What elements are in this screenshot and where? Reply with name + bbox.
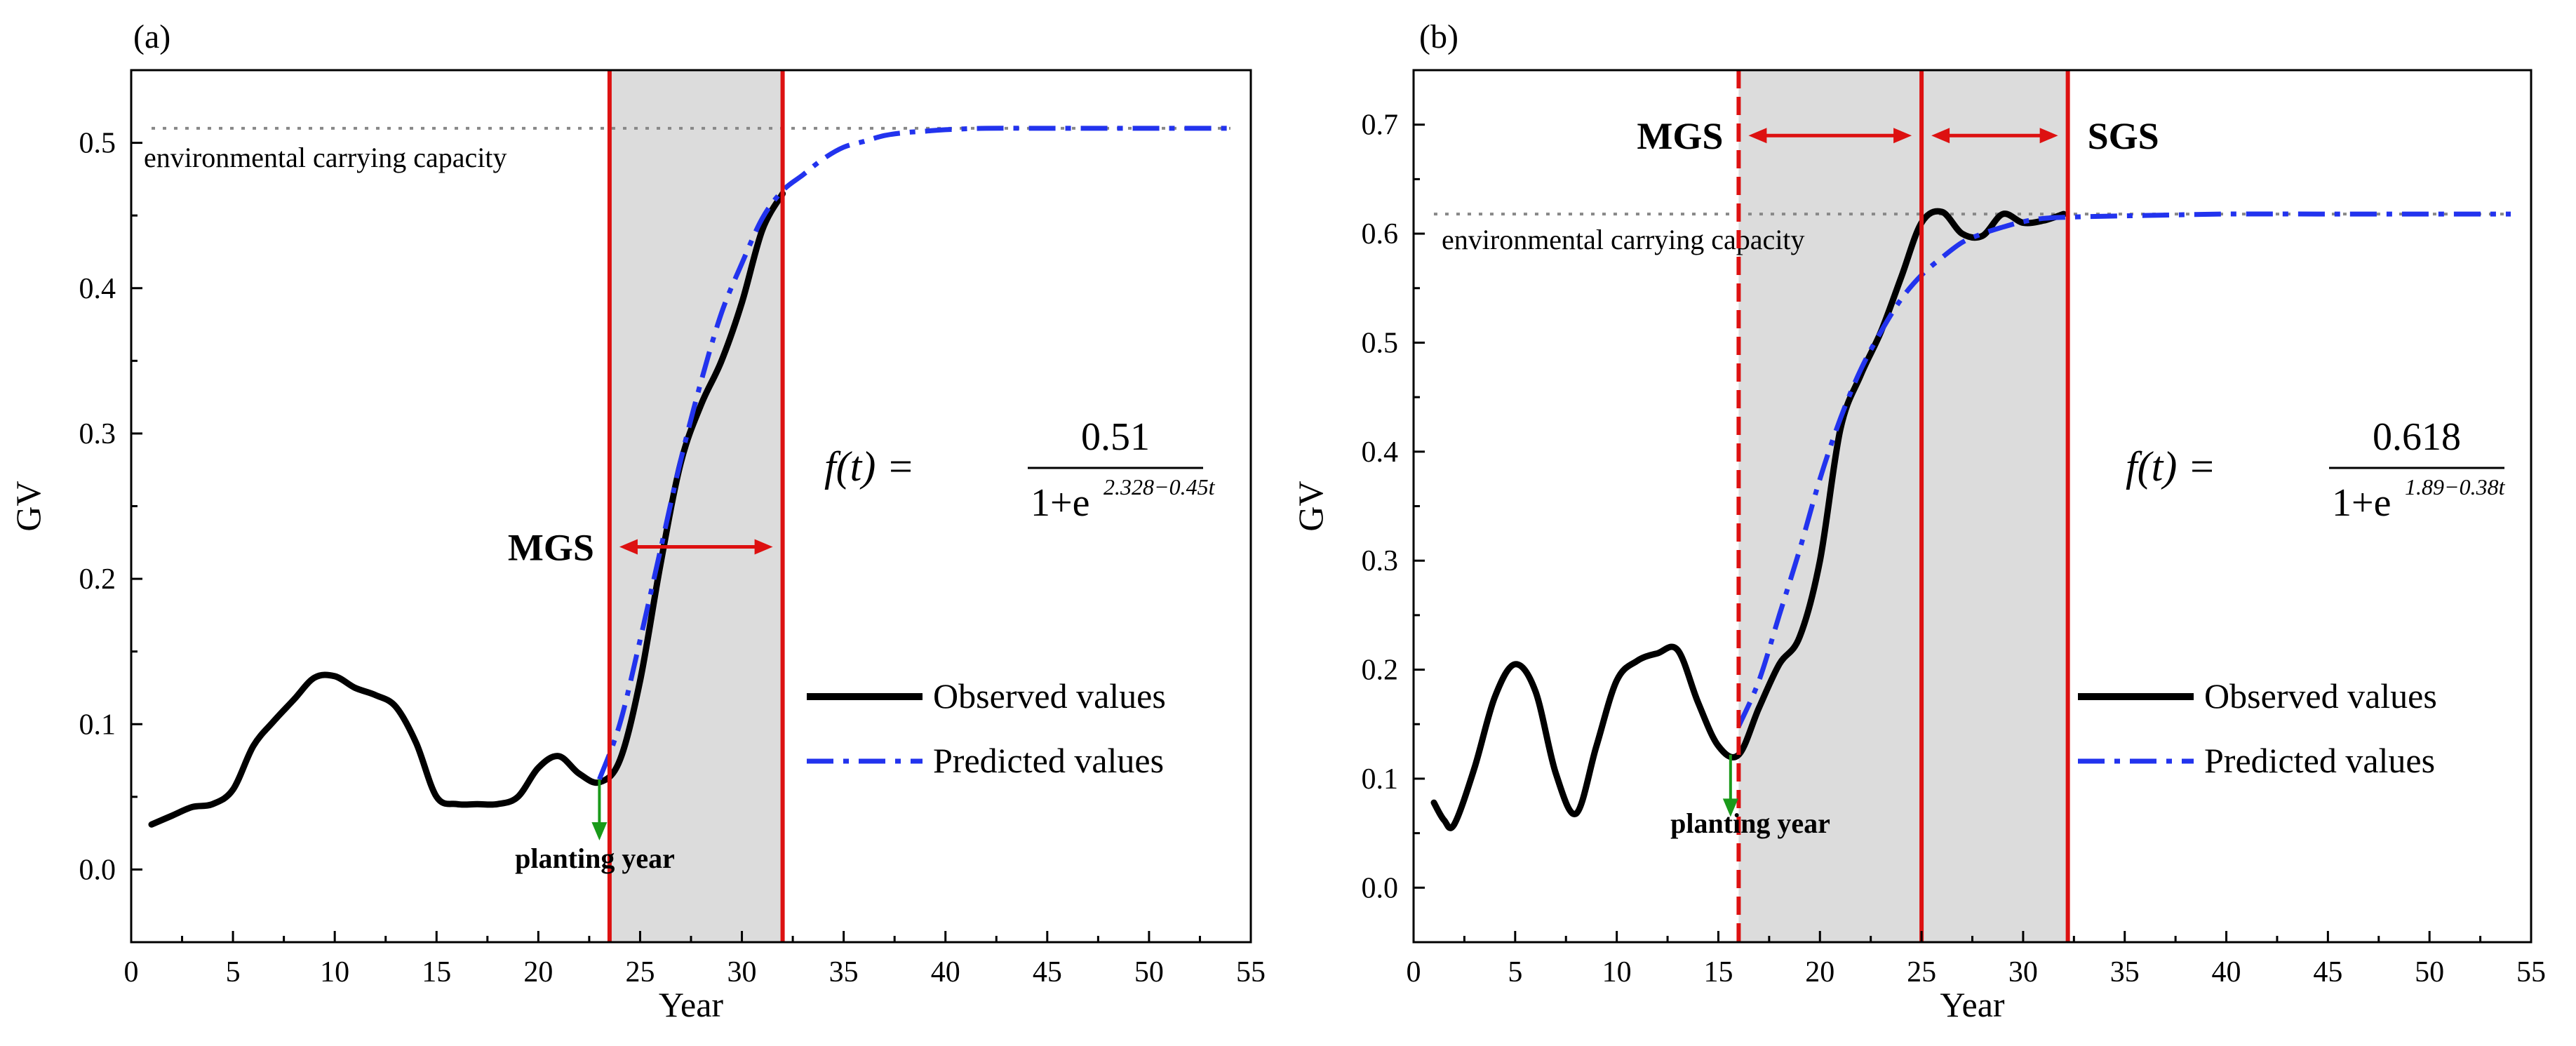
legend: Observed values Predicted values (807, 676, 1166, 780)
formula-denominator: 1+e (2332, 481, 2391, 525)
formula-exponent: 2.328−0.45t (1103, 474, 1216, 499)
stage-label-mgs: MGS (508, 527, 594, 569)
x-tick-label: 50 (1134, 956, 1164, 988)
y-tick-label: 0.3 (79, 418, 116, 450)
x-tick-label: 40 (2212, 956, 2241, 988)
x-tick-label: 30 (727, 956, 757, 988)
y-tick-label: 0.2 (1362, 655, 1399, 687)
y-tick-label: 0.1 (1362, 763, 1399, 796)
planting-arrow-head (1722, 798, 1738, 817)
x-axis-label: Year (659, 985, 723, 1024)
x-tick-label: 55 (2516, 956, 2546, 988)
x-tick-label: 10 (1602, 956, 1632, 988)
chart-panel-b: environmental carrying capacity MGS SGS pla… (1291, 18, 2546, 1024)
chart-panel-a: environmental carrying capacity MGS planti… (8, 18, 1266, 1024)
x-tick-label: 35 (829, 956, 859, 988)
capacity-label: environmental carrying capacity (1442, 224, 1805, 255)
formula-exponent: 1.89−0.38t (2405, 474, 2506, 499)
y-axis-label: GV (1291, 481, 1330, 531)
y-tick-label: 0.5 (79, 128, 116, 160)
x-axis-label: Year (1940, 985, 2004, 1024)
stage-arrow-head-left (619, 539, 638, 555)
y-tick-label: 0.0 (1362, 872, 1399, 904)
stage-arrow-head-left (1931, 128, 1950, 144)
x-tick-label: 5 (1508, 956, 1522, 988)
legend: Observed values Predicted values (2078, 676, 2437, 780)
stage-arrow-head-left (1748, 128, 1767, 144)
x-tick-label: 15 (1703, 956, 1733, 988)
planting-year-label: planting year (515, 843, 675, 874)
logistic-formula: f(t) = 0.618 1+e 1.89−0.38t (2126, 415, 2506, 525)
x-tick-label: 10 (320, 956, 349, 988)
x-tick-label: 20 (523, 956, 553, 988)
x-tick-label: 25 (625, 956, 655, 988)
formula-denominator: 1+e (1031, 481, 1089, 525)
x-tick-label: 0 (124, 956, 139, 988)
legend-observed-label: Observed values (933, 676, 1166, 716)
x-tick-label: 55 (1236, 956, 1266, 988)
y-tick-label: 0.0 (79, 854, 116, 886)
y-axis-label: GV (8, 481, 48, 531)
x-tick-label: 35 (2110, 956, 2140, 988)
legend-predicted-label: Predicted values (933, 741, 1164, 780)
y-tick-label: 0.6 (1362, 218, 1399, 250)
planting-arrow-head (591, 822, 608, 840)
panel-label: (a) (133, 18, 170, 55)
stage-arrow-head-right (2039, 128, 2058, 144)
y-tick-label: 0.4 (1362, 436, 1399, 469)
predicted-series-line (597, 126, 1230, 781)
formula-lhs: f(t) = (824, 443, 915, 490)
x-tick-label: 15 (422, 956, 451, 988)
stage-arrow-head-right (1893, 128, 1912, 144)
x-tick-label: 20 (1805, 956, 1834, 988)
x-tick-label: 40 (931, 956, 960, 988)
capacity-label: environmental carrying capacity (144, 142, 507, 173)
stage-label-mgs: MGS (1637, 115, 1723, 157)
formula-numerator: 0.51 (1081, 415, 1150, 459)
x-tick-label: 45 (1033, 956, 1062, 988)
formula-lhs: f(t) = (2126, 443, 2216, 490)
panel-label: (b) (1419, 18, 1458, 55)
planting-year-label: planting year (1670, 807, 1830, 839)
y-tick-label: 0.4 (79, 273, 116, 305)
x-tick-label: 45 (2313, 956, 2342, 988)
x-tick-label: 25 (1907, 956, 1936, 988)
predicted-series-line (1736, 211, 2511, 727)
y-tick-label: 0.3 (1362, 545, 1399, 577)
y-tick-label: 0.7 (1362, 109, 1399, 142)
x-tick-label: 30 (2008, 956, 2038, 988)
formula-numerator: 0.618 (2373, 415, 2461, 459)
y-tick-label: 0.5 (1362, 327, 1399, 359)
y-tick-label: 0.2 (79, 563, 116, 596)
stage-arrow-head-right (754, 539, 773, 555)
logistic-formula: f(t) = 0.51 1+e 2.328−0.45t (824, 415, 1216, 525)
legend-predicted-label: Predicted values (2204, 741, 2435, 780)
x-tick-label: 0 (1407, 956, 1421, 988)
growth-stage-shading (609, 70, 783, 942)
y-tick-label: 0.1 (79, 709, 116, 741)
x-tick-label: 50 (2415, 956, 2444, 988)
stage-label-sgs: SGS (2088, 115, 2159, 157)
legend-observed-label: Observed values (2204, 676, 2437, 716)
x-tick-label: 5 (226, 956, 241, 988)
